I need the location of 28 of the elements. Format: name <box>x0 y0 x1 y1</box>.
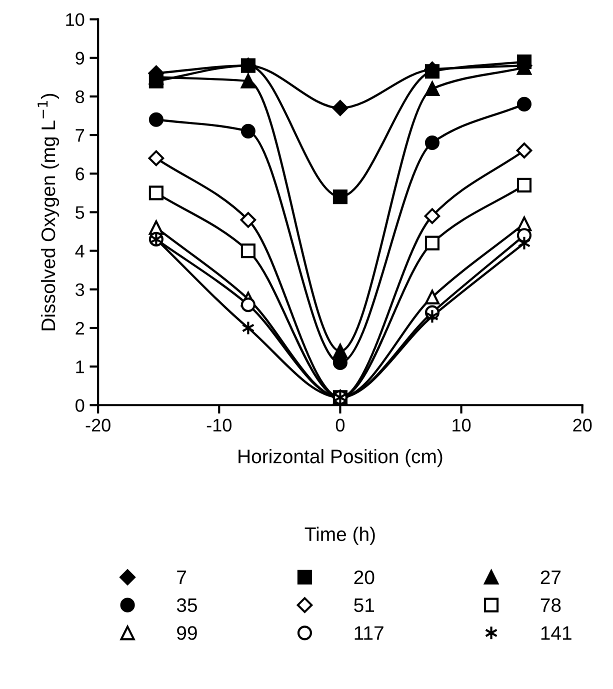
y-tick-label: 0 <box>76 399 84 412</box>
x-tick-label: -10 <box>206 418 232 432</box>
x-tick-label: 0 <box>336 418 345 432</box>
legend-label: 35 <box>176 598 197 612</box>
y-tick-label: 1 <box>76 360 84 374</box>
x-tick-label: -20 <box>86 418 110 432</box>
x-tick-label: 10 <box>452 418 471 432</box>
y-tick-label: 9 <box>76 52 84 65</box>
legend-label: 99 <box>177 626 197 640</box>
y-tick-label: 3 <box>76 283 84 296</box>
x-axis-title: Horizontal Position (cm) <box>238 449 442 468</box>
x-tick-label: 20 <box>573 418 592 432</box>
legend-label: 27 <box>540 570 561 584</box>
y-tick-label: 7 <box>76 129 84 142</box>
legend-title: Time (h) <box>304 526 375 545</box>
y-tick-label: 4 <box>75 244 84 258</box>
legend-label: 141 <box>541 626 572 640</box>
y-tick-label: 10 <box>66 13 84 26</box>
y-tick-label: 8 <box>76 90 84 104</box>
legend-label: 117 <box>354 626 384 640</box>
y-tick-label: 2 <box>76 322 84 335</box>
y-tick-label: 6 <box>76 168 84 180</box>
legend-label: 51 <box>354 598 374 612</box>
y-tick-label: 5 <box>76 206 84 219</box>
legend-label: 78 <box>540 598 561 612</box>
legend-label: 20 <box>354 570 374 584</box>
legend-label: 7 <box>177 570 186 584</box>
y-axis-title: Dissolved Oxygen (mg L$^{−1}$) <box>38 94 60 330</box>
